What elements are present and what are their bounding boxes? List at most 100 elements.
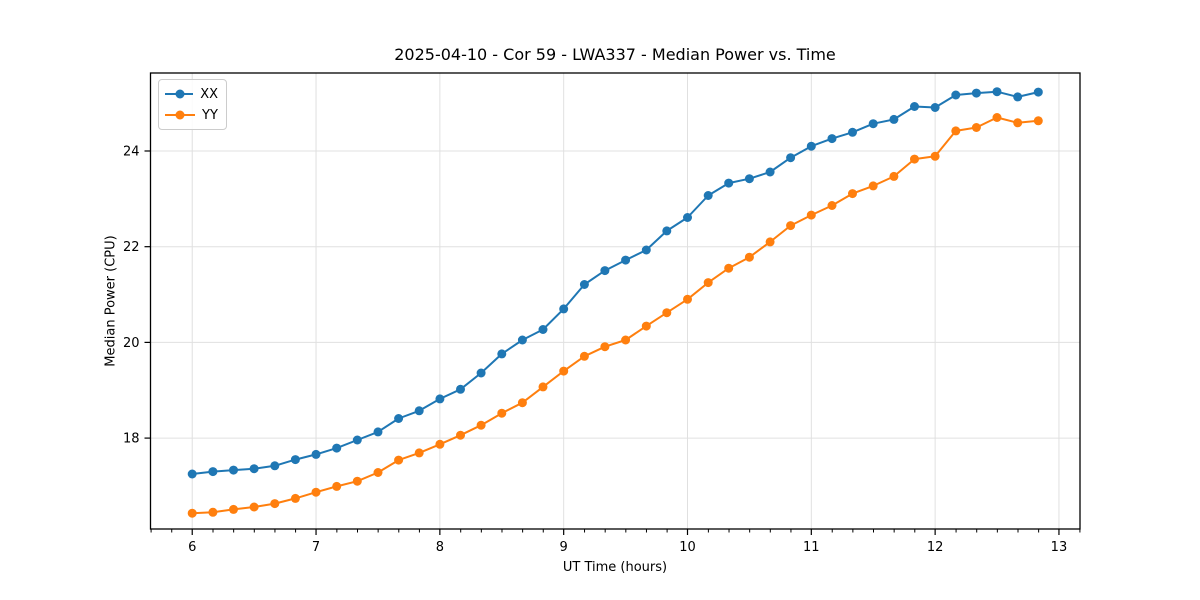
data-point-xx bbox=[476, 368, 486, 378]
x-axis-label: UT Time (hours) bbox=[562, 560, 668, 575]
data-point-yy bbox=[394, 455, 404, 465]
data-point-xx bbox=[744, 174, 754, 184]
data-point-yy bbox=[992, 113, 1002, 122]
x-tick-label: 10 bbox=[679, 540, 696, 555]
data-point-xx bbox=[765, 167, 775, 177]
data-point-yy bbox=[352, 476, 362, 486]
data-point-yy bbox=[435, 439, 445, 449]
data-point-xx bbox=[373, 427, 383, 437]
data-point-xx bbox=[786, 153, 796, 163]
data-point-xx bbox=[951, 90, 961, 100]
data-point-xx bbox=[497, 349, 507, 359]
data-point-xx bbox=[930, 103, 940, 112]
data-point-yy bbox=[827, 201, 837, 210]
data-point-yy bbox=[332, 481, 342, 491]
data-point-yy bbox=[290, 493, 300, 503]
x-tick-label: 11 bbox=[803, 540, 820, 555]
data-point-yy bbox=[765, 237, 775, 247]
data-point-yy bbox=[559, 366, 569, 376]
data-point-xx bbox=[311, 449, 321, 459]
y-tick-label: 20 bbox=[123, 336, 140, 351]
data-point-yy bbox=[951, 126, 961, 136]
data-point-yy bbox=[1033, 116, 1043, 126]
data-point-yy bbox=[868, 181, 878, 191]
data-point-yy bbox=[971, 123, 981, 132]
data-point-yy bbox=[848, 189, 857, 199]
data-point-xx bbox=[352, 435, 362, 445]
legend-line-marker-xx-icon bbox=[165, 89, 194, 99]
data-point-yy bbox=[229, 504, 238, 514]
data-point-xx bbox=[229, 465, 238, 475]
data-point-yy bbox=[641, 321, 651, 331]
data-point-yy bbox=[456, 430, 465, 440]
x-tick-label: 12 bbox=[927, 540, 944, 555]
y-tick-label: 24 bbox=[123, 144, 140, 159]
data-point-yy bbox=[662, 308, 672, 318]
data-point-yy bbox=[889, 171, 899, 181]
data-point-xx bbox=[848, 127, 857, 137]
data-point-yy bbox=[373, 468, 383, 477]
data-point-xx bbox=[290, 455, 300, 465]
data-point-yy bbox=[414, 448, 424, 458]
data-point-xx bbox=[868, 119, 878, 129]
data-point-yy bbox=[724, 263, 734, 273]
data-point-yy bbox=[497, 408, 507, 418]
data-point-yy bbox=[249, 502, 259, 512]
data-point-xx bbox=[249, 464, 259, 474]
data-point-yy bbox=[683, 294, 692, 304]
data-point-xx bbox=[435, 394, 445, 404]
data-point-yy bbox=[744, 252, 754, 262]
data-point-yy bbox=[806, 210, 816, 220]
data-point-yy bbox=[600, 342, 610, 352]
x-tick-label: 7 bbox=[312, 540, 320, 555]
data-point-yy bbox=[208, 507, 218, 517]
data-point-yy bbox=[703, 278, 713, 288]
y-axis-label: Median Power (CPU) bbox=[103, 235, 119, 367]
legend-item-xx: XX bbox=[165, 85, 218, 103]
series-line-xx bbox=[192, 90, 1039, 475]
data-point-yy bbox=[187, 508, 197, 518]
data-point-yy bbox=[1013, 118, 1023, 128]
data-point-xx bbox=[703, 191, 713, 200]
data-point-xx bbox=[910, 102, 919, 111]
data-point-yy bbox=[311, 487, 321, 497]
legend-line-marker-yy-icon bbox=[165, 110, 195, 120]
data-point-yy bbox=[476, 420, 486, 430]
legend-label-xx: XX bbox=[200, 86, 218, 102]
data-point-xx bbox=[806, 141, 816, 151]
data-point-xx bbox=[1033, 87, 1043, 97]
data-point-yy bbox=[930, 151, 940, 161]
x-tick-label: 9 bbox=[560, 540, 568, 555]
data-point-yy bbox=[621, 335, 631, 345]
data-point-xx bbox=[641, 245, 651, 255]
data-point-xx bbox=[414, 406, 424, 416]
data-point-xx bbox=[456, 384, 465, 394]
y-tick-label: 18 bbox=[123, 432, 140, 447]
data-point-yy bbox=[517, 398, 527, 408]
data-point-yy bbox=[910, 154, 919, 164]
x-tick-label: 8 bbox=[436, 540, 444, 555]
data-point-xx bbox=[683, 213, 692, 222]
data-point-xx bbox=[559, 304, 569, 314]
data-point-xx bbox=[889, 114, 899, 124]
data-point-xx bbox=[971, 88, 981, 98]
plot-border bbox=[149, 72, 1081, 530]
y-tick-label: 22 bbox=[123, 240, 140, 255]
data-point-xx bbox=[208, 467, 218, 477]
data-point-xx bbox=[827, 134, 837, 144]
legend-item-yy: YY bbox=[165, 106, 218, 124]
legend: XX YY bbox=[158, 79, 227, 130]
data-point-xx bbox=[992, 87, 1002, 97]
x-tick-label: 6 bbox=[188, 540, 196, 555]
data-point-xx bbox=[187, 469, 197, 479]
data-point-yy bbox=[786, 221, 796, 231]
data-point-xx bbox=[332, 443, 342, 453]
data-point-xx bbox=[517, 335, 527, 345]
data-point-yy bbox=[538, 382, 548, 392]
chart-title: 2025-04-10 - Cor 59 - LWA337 - Median Po… bbox=[394, 45, 836, 64]
legend-label-yy: YY bbox=[202, 107, 218, 123]
data-point-xx bbox=[394, 414, 404, 423]
data-point-xx bbox=[579, 280, 589, 289]
